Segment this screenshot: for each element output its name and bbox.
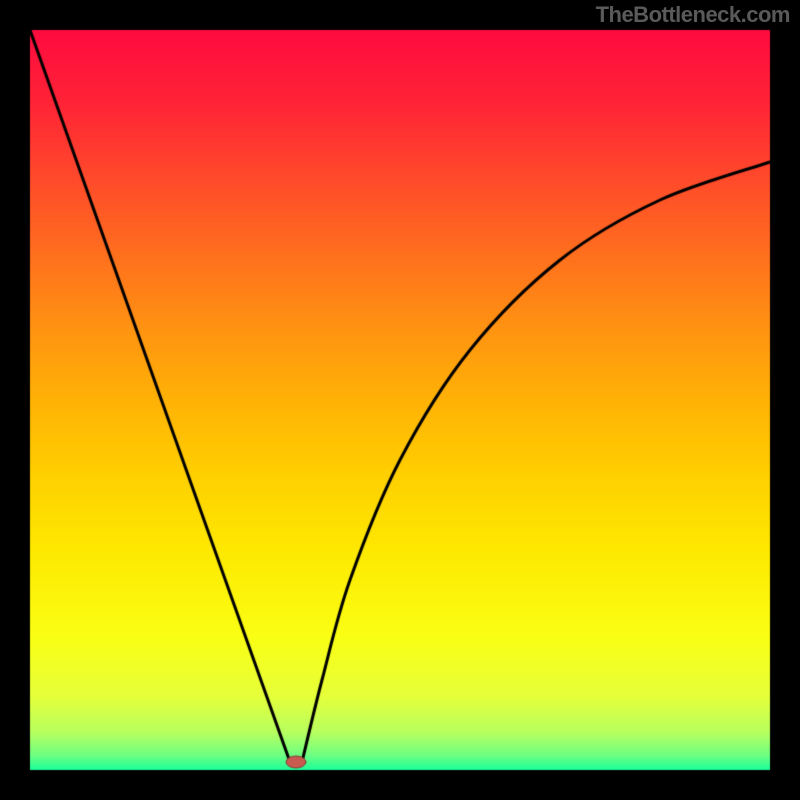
bottleneck-chart-canvas (0, 0, 800, 800)
watermark-text: TheBottleneck.com (596, 2, 790, 28)
chart-container: TheBottleneck.com (0, 0, 800, 800)
